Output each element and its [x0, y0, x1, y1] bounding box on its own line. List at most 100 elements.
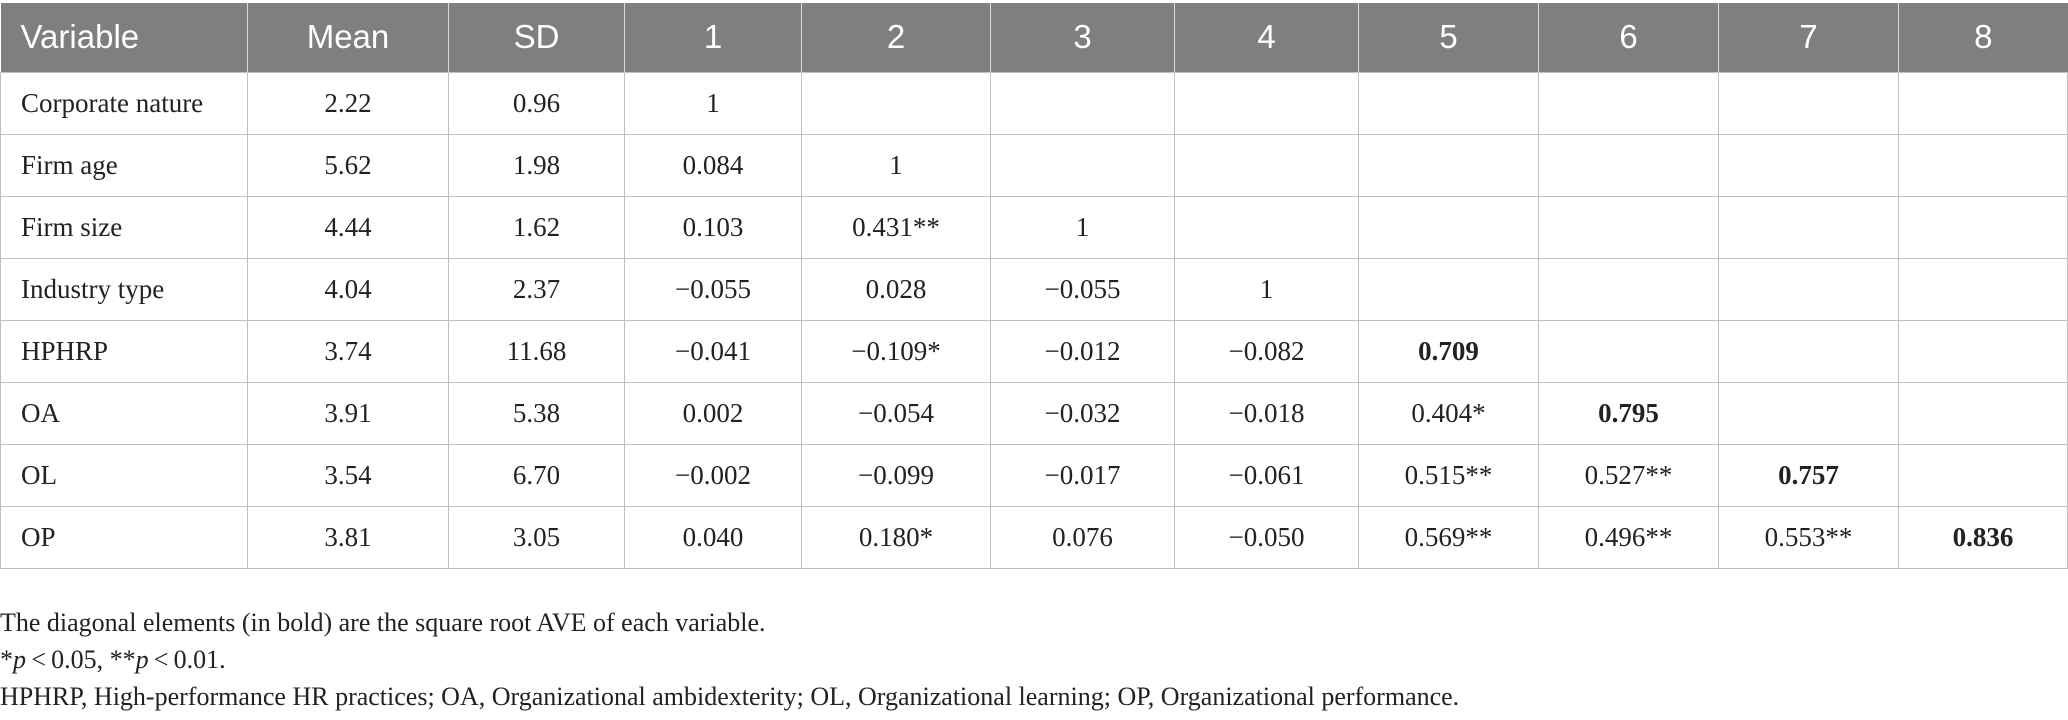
table-cell: 0.180*	[801, 505, 991, 569]
table-cell	[1898, 71, 2068, 135]
table-cell: 1	[624, 71, 802, 135]
header-3: 3	[990, 3, 1175, 72]
table-cell: 1.98	[448, 133, 625, 197]
table-cell	[1538, 195, 1719, 259]
table-cell	[1898, 443, 2068, 507]
table-cell: 3.74	[247, 319, 449, 383]
header-sd: SD	[448, 3, 625, 72]
header-mean: Mean	[247, 3, 449, 72]
table-cell: 0.709	[1358, 319, 1539, 383]
table-header: Variable Mean SD 1 2 3 4 5 6 7 8	[0, 3, 2068, 72]
table-notes: The diagonal elements (in bold) are the …	[0, 604, 1459, 715]
table-cell: 1	[990, 195, 1175, 259]
table-cell: 0.496**	[1538, 505, 1719, 569]
table-cell	[1898, 195, 2068, 259]
row-label: OP	[0, 505, 248, 569]
table-cell: 1	[801, 133, 991, 197]
table-cell: 3.54	[247, 443, 449, 507]
table-cell: 2.22	[247, 71, 449, 135]
table-row: Firm age 5.62 1.98 0.084 1	[0, 133, 2068, 197]
row-label: Corporate nature	[0, 71, 248, 135]
note-mid: < 0.05, **	[26, 645, 136, 674]
table-body: Corporate nature 2.22 0.96 1 Firm age 5.62 1.9…	[0, 71, 2068, 569]
table-cell: 4.44	[247, 195, 449, 259]
table-cell: −0.002	[624, 443, 802, 507]
table-cell	[1718, 195, 1899, 259]
table-cell: 0.527**	[1538, 443, 1719, 507]
table-cell: −0.032	[990, 381, 1175, 445]
table-row: Industry type 4.04 2.37 −0.055 0.028 −0.055 1	[0, 257, 2068, 321]
note-significance: *p < 0.05, **p < 0.01.	[0, 641, 1459, 678]
table-cell	[1898, 381, 2068, 445]
table-cell: 0.757	[1718, 443, 1899, 507]
table-cell: 3.91	[247, 381, 449, 445]
row-label: Industry type	[0, 257, 248, 321]
header-1: 1	[624, 3, 802, 72]
table-cell	[1718, 71, 1899, 135]
table-row: Corporate nature 2.22 0.96 1	[0, 71, 2068, 135]
table-cell	[1358, 257, 1539, 321]
header-variable: Variable	[0, 3, 248, 72]
table-cell	[1718, 257, 1899, 321]
table-cell: 5.38	[448, 381, 625, 445]
table-cell: 1.62	[448, 195, 625, 259]
table-cell: −0.055	[624, 257, 802, 321]
table-cell	[1898, 319, 2068, 383]
table-cell: 0.795	[1538, 381, 1719, 445]
table-cell: 1	[1174, 257, 1359, 321]
header-6: 6	[1538, 3, 1719, 72]
note-diagonal: The diagonal elements (in bold) are the …	[0, 608, 766, 637]
table-cell: 0.569**	[1358, 505, 1539, 569]
table-cell	[1538, 257, 1719, 321]
header-8: 8	[1898, 3, 2068, 72]
note-p1: p	[13, 645, 26, 674]
correlation-table-container: Variable Mean SD 1 2 3 4 5 6 7 8 Corporate nature 2…	[0, 3, 2068, 569]
table-cell: 0.028	[801, 257, 991, 321]
row-label: Firm age	[0, 133, 248, 197]
row-label: Firm size	[0, 195, 248, 259]
table-cell: 0.836	[1898, 505, 2068, 569]
table-cell: 3.05	[448, 505, 625, 569]
table-cell: 0.076	[990, 505, 1175, 569]
table-cell: −0.041	[624, 319, 802, 383]
table-cell: 0.002	[624, 381, 802, 445]
table-cell: 4.04	[247, 257, 449, 321]
table-cell	[1718, 381, 1899, 445]
table-cell: 0.040	[624, 505, 802, 569]
table-cell: 5.62	[247, 133, 449, 197]
table-cell	[1358, 71, 1539, 135]
header-7: 7	[1718, 3, 1899, 72]
table-row: OA 3.91 5.38 0.002 −0.054 −0.032 −0.018 0.404* 0…	[0, 381, 2068, 445]
header-5: 5	[1358, 3, 1539, 72]
table-row: HPHRP 3.74 11.68 −0.041 −0.109* −0.012 −0.082 0…	[0, 319, 2068, 383]
row-label: OA	[0, 381, 248, 445]
table-cell: 3.81	[247, 505, 449, 569]
header-2: 2	[801, 3, 991, 72]
table-cell	[801, 71, 991, 135]
table-cell: 2.37	[448, 257, 625, 321]
table-cell: 6.70	[448, 443, 625, 507]
table-cell	[1174, 133, 1359, 197]
table-cell	[1538, 133, 1719, 197]
row-label: OL	[0, 443, 248, 507]
table-cell	[1898, 133, 2068, 197]
correlation-table: Variable Mean SD 1 2 3 4 5 6 7 8 Corporate nature 2…	[0, 3, 2068, 569]
table-cell	[1538, 319, 1719, 383]
table-cell: 0.515**	[1358, 443, 1539, 507]
table-row: OP 3.81 3.05 0.040 0.180* 0.076 −0.050 0.569** 0…	[0, 505, 2068, 569]
table-cell: −0.018	[1174, 381, 1359, 445]
table-cell	[1174, 71, 1359, 135]
table-cell	[1718, 133, 1899, 197]
table-cell	[1898, 257, 2068, 321]
table-cell: 0.96	[448, 71, 625, 135]
header-4: 4	[1174, 3, 1359, 72]
note-end: < 0.01.	[148, 645, 226, 674]
table-cell	[1358, 133, 1539, 197]
note-p2: p	[135, 645, 149, 674]
table-cell: 0.553**	[1718, 505, 1899, 569]
table-row: Firm size 4.44 1.62 0.103 0.431** 1	[0, 195, 2068, 259]
note-star: *	[0, 645, 13, 674]
table-cell: −0.055	[990, 257, 1175, 321]
table-cell: −0.109*	[801, 319, 991, 383]
table-cell: 11.68	[448, 319, 625, 383]
